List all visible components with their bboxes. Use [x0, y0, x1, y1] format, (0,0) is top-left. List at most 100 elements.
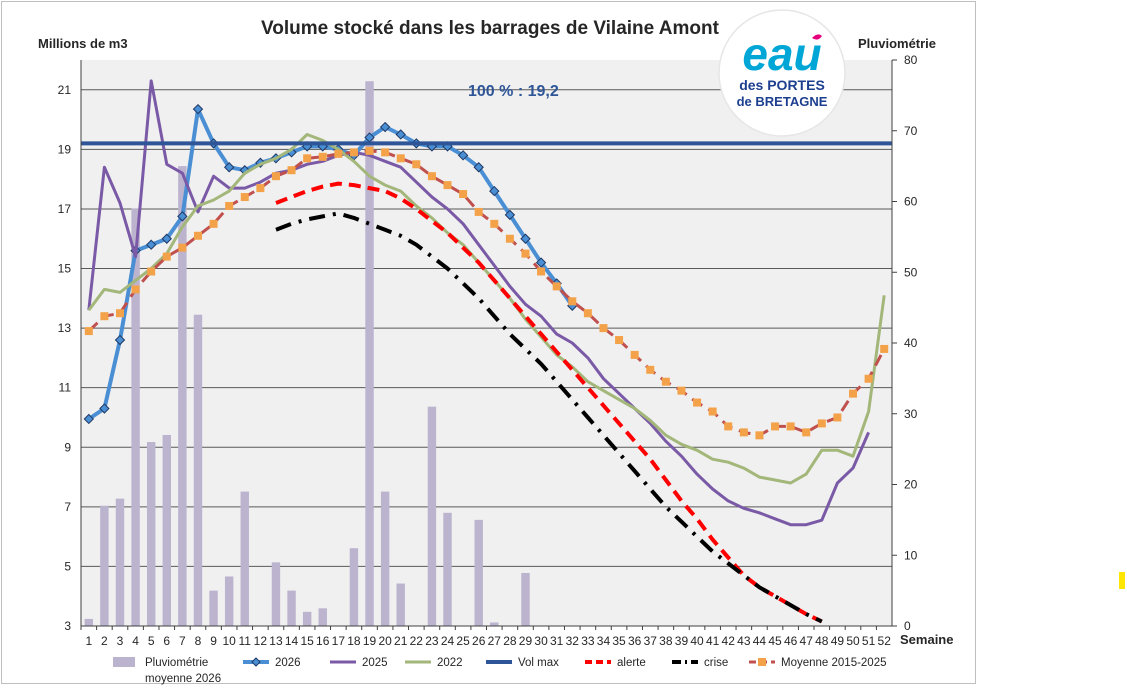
data-point — [287, 166, 296, 175]
x-tick-label: 45 — [768, 634, 782, 648]
x-tick-label: 27 — [488, 634, 502, 648]
x-tick-label: 39 — [675, 634, 689, 648]
data-point — [537, 267, 546, 276]
data-point — [147, 267, 156, 276]
data-point — [240, 193, 249, 202]
legend-marker — [758, 658, 766, 666]
logo-circle — [718, 9, 846, 137]
data-point — [802, 428, 811, 437]
rainfall-bar — [396, 583, 405, 626]
y-right-tick-label: 20 — [904, 478, 918, 492]
chart-title: Volume stocké dans les barrages de Vilai… — [261, 18, 720, 39]
data-point — [568, 297, 577, 306]
data-point — [443, 181, 452, 190]
x-tick-label: 8 — [195, 634, 202, 648]
legend-label: crise — [704, 657, 728, 669]
legend-label: Moyenne 2015-2025 — [781, 657, 887, 669]
data-point — [677, 386, 686, 395]
x-tick-label: 12 — [254, 634, 268, 648]
capacity-annotation: 100 % : 19,2 — [468, 83, 559, 100]
data-point — [504, 209, 516, 221]
x-tick-label: 17 — [332, 634, 346, 648]
data-point — [131, 285, 140, 294]
x-tick-label: 26 — [472, 634, 486, 648]
data-point — [223, 162, 235, 173]
data-point — [457, 150, 469, 161]
highlight-marker — [1119, 572, 1125, 589]
data-point — [535, 257, 547, 268]
legend: Pluviométrie moyenne 2026 2026 2025 2022 Vol … — [113, 657, 887, 685]
x-tick-label: 22 — [410, 634, 424, 648]
data-point — [209, 219, 218, 228]
x-tick-label: 3 — [117, 634, 124, 648]
x-tick-label: 48 — [815, 634, 829, 648]
data-point — [833, 413, 842, 422]
x-tick-label: 44 — [753, 634, 767, 648]
data-point — [708, 407, 717, 416]
data-point — [880, 344, 889, 353]
rainfall-bar — [287, 590, 296, 626]
y-left-tick-label: 13 — [58, 321, 72, 335]
y-axis-right-title: Pluviométrie — [858, 36, 936, 51]
rainfall-bar — [131, 208, 140, 626]
series-2022 — [87, 133, 886, 485]
rainfall-bars — [84, 81, 530, 627]
data-point — [739, 428, 748, 437]
x-tick-label: 23 — [425, 634, 439, 648]
y-right-tick-label: 30 — [904, 407, 918, 421]
logo-mark: eau — [742, 28, 821, 80]
legend-item-pluviometrie: Pluviométrie moyenne 2026 — [113, 657, 221, 685]
x-tick-label: 35 — [612, 634, 626, 648]
x-tick-label: 25 — [456, 634, 470, 648]
y-axis-left-title: Millions de m3 — [38, 36, 128, 51]
data-point — [786, 422, 795, 431]
data-point — [193, 231, 202, 240]
series-line — [87, 79, 870, 527]
y-left-tick-label: 15 — [58, 262, 72, 276]
data-point — [864, 374, 873, 383]
data-point — [521, 249, 530, 258]
data-point — [303, 154, 312, 163]
x-tick-label: 1 — [85, 634, 92, 648]
rainfall-bar — [474, 519, 483, 626]
x-tick-label: 30 — [534, 634, 548, 648]
legend-label: 2025 — [362, 657, 388, 669]
logo-line-2: de BRETAGNE — [737, 94, 828, 109]
data-point — [161, 233, 172, 244]
x-tick-label: 52 — [878, 634, 892, 648]
data-point — [100, 312, 109, 321]
data-point — [427, 172, 436, 181]
x-tick-label: 38 — [659, 634, 673, 648]
x-tick-label: 51 — [862, 634, 876, 648]
rainfall-bar — [365, 81, 374, 627]
x-tick-label: 18 — [347, 634, 361, 648]
data-point — [178, 243, 187, 252]
x-tick-label: 33 — [581, 634, 595, 648]
series-lines — [81, 79, 892, 624]
x-tick-label: 36 — [628, 634, 642, 648]
data-point — [615, 336, 624, 345]
x-tick-label: 7 — [179, 634, 186, 648]
x-tick-label: 40 — [690, 634, 704, 648]
data-point — [365, 146, 374, 155]
x-tick-label: 50 — [846, 634, 860, 648]
data-point — [177, 211, 188, 222]
logo-line-1: des PORTES — [739, 77, 825, 93]
rainfall-bar — [162, 434, 171, 626]
data-point — [115, 309, 124, 318]
data-point — [114, 334, 126, 346]
data-point — [552, 282, 561, 291]
y-left-tick-label: 5 — [64, 559, 71, 573]
data-point — [817, 419, 826, 428]
x-tick-label: 47 — [800, 634, 814, 648]
series-line — [87, 149, 886, 437]
data-point — [473, 162, 484, 173]
legend-item-alerte: alerte — [585, 657, 646, 669]
data-point — [520, 233, 531, 244]
series-line — [87, 133, 886, 485]
series-line — [87, 107, 574, 421]
legend-label: Vol max — [518, 657, 559, 669]
rainfall-bar — [240, 491, 249, 626]
series-2025 — [87, 79, 870, 527]
